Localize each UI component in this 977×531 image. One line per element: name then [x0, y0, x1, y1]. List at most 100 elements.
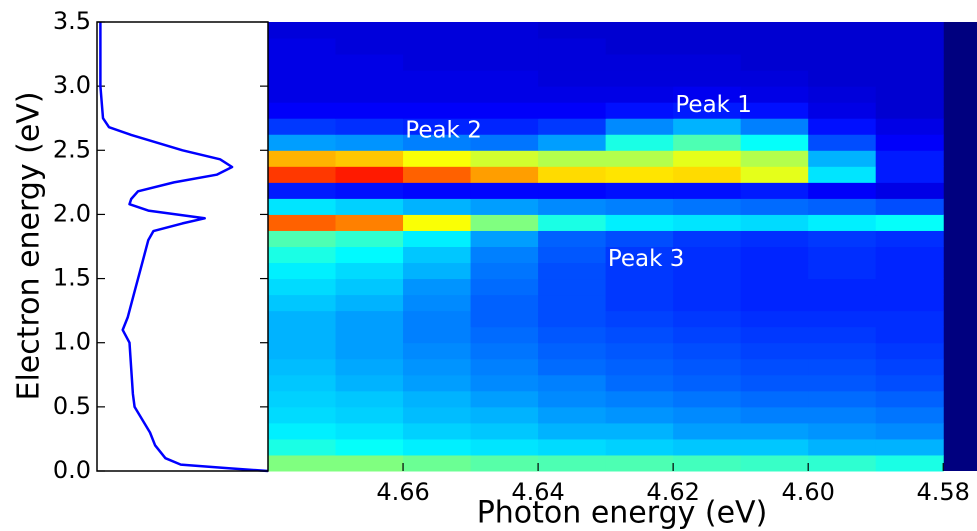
heatmap-cell: [740, 326, 809, 344]
heatmap-cell: [740, 262, 809, 280]
heatmap-cell: [740, 454, 809, 472]
heatmap-cell: [808, 166, 877, 183]
heatmap-cell: [673, 86, 742, 103]
heatmap-cell: [538, 166, 607, 183]
heatmap-cell: [673, 390, 742, 408]
heatmap-cell: [808, 454, 877, 472]
heatmap-cell: [268, 198, 337, 215]
heatmap-cell: [605, 86, 674, 103]
heatmap-cell: [808, 342, 877, 360]
heatmap-cell: [673, 214, 742, 231]
heatmap-cell: [673, 150, 742, 167]
heatmap-cell: [268, 342, 337, 360]
heatmap-cell: [335, 70, 404, 87]
heatmap-cell: [538, 390, 607, 408]
heatmap-cell: [605, 294, 674, 312]
heatmap-cell: [470, 390, 539, 408]
heatmap-cell: [875, 374, 944, 392]
heatmap-cell: [470, 86, 539, 103]
heatmap-cell: [470, 262, 539, 280]
heatmap-cell: [740, 358, 809, 376]
heatmap-cell: [538, 134, 607, 151]
heatmap-cell: [673, 374, 742, 392]
heatmap-cell: [268, 438, 337, 456]
heatmap-cell: [673, 70, 742, 87]
y-tick-label: 0.0: [53, 456, 91, 484]
heatmap-cell: [268, 22, 337, 39]
heatmap-cell: [875, 70, 944, 87]
heatmap-cell: [335, 342, 404, 360]
heatmap-cell: [808, 86, 877, 103]
heatmap-cell: [740, 422, 809, 440]
heatmap-cell: [538, 326, 607, 344]
heatmap-cell: [335, 326, 404, 344]
heatmap-cell: [740, 230, 809, 247]
heatmap-cell: [538, 246, 607, 264]
heatmap-cell: [673, 438, 742, 456]
heatmap-cell: [740, 70, 809, 87]
heatmap-cell: [875, 406, 944, 424]
heatmap-cell: [808, 134, 877, 151]
heatmap-cell: [335, 422, 404, 440]
heatmap-cell: [808, 310, 877, 328]
heatmap-cell: [740, 102, 809, 119]
heatmap-cell: [673, 294, 742, 312]
heatmap-cell: [403, 86, 472, 103]
heatmap-cell: [335, 166, 404, 183]
heatmap-cell: [538, 230, 607, 247]
heatmap-cell: [808, 102, 877, 119]
x-tick-label: 4.58: [917, 478, 970, 506]
heatmap-cell: [673, 54, 742, 71]
heatmap-cell: [470, 454, 539, 472]
heatmap-cell: [673, 246, 742, 264]
heatmap-cell: [605, 374, 674, 392]
heatmap-cell: [875, 102, 944, 119]
heatmap-cell: [673, 358, 742, 376]
heatmap-cell: [268, 262, 337, 280]
heatmap-cell: [740, 166, 809, 183]
heatmap-cell: [403, 166, 472, 183]
heatmap-cell: [673, 230, 742, 247]
heatmap-cell: [335, 278, 404, 296]
heatmap-cell: [605, 38, 674, 55]
annotation: Peak 1: [675, 92, 752, 118]
heatmap-cell: [808, 422, 877, 440]
heatmap-cell: [875, 422, 944, 440]
heatmap-cell: [403, 342, 472, 360]
heatmap-cell: [538, 198, 607, 215]
heatmap-cell: [875, 166, 944, 183]
heatmap-cell: [470, 294, 539, 312]
y-tick-label: 1.0: [53, 328, 91, 356]
heatmap-cell: [335, 246, 404, 264]
x-tick-label: 4.66: [376, 478, 429, 506]
heatmap-cell: [403, 262, 472, 280]
heatmap-cell: [470, 38, 539, 55]
heatmap-cell: [875, 310, 944, 328]
heatmap-cell: [673, 326, 742, 344]
heatmap-cell: [335, 406, 404, 424]
heatmap-cell: [673, 38, 742, 55]
heatmap-cell: [470, 214, 539, 231]
heatmap-cell: [808, 150, 877, 167]
heatmap-cell: [470, 198, 539, 215]
heatmap-cell: [403, 118, 472, 135]
heatmap-cell: [403, 246, 472, 264]
heatmap-cell: [740, 134, 809, 151]
heatmap-cell: [268, 166, 337, 183]
heatmap-cell: [403, 38, 472, 55]
heatmap-cell: [403, 454, 472, 472]
heatmap-cell: [403, 294, 472, 312]
heatmap-cell: [808, 38, 877, 55]
heatmap-cell: [875, 278, 944, 296]
y-tick-label: 1.5: [53, 264, 91, 292]
heatmap-cell: [470, 278, 539, 296]
heatmap-cell: [808, 294, 877, 312]
heatmap-cell: [740, 278, 809, 296]
heatmap-cell: [673, 262, 742, 280]
heatmap-cell: [605, 406, 674, 424]
heatmap-cell: [335, 454, 404, 472]
heatmap-cell: [740, 86, 809, 103]
annotation: Peak 3: [608, 246, 685, 272]
heatmap-cell: [268, 118, 337, 135]
heatmap-cell: [875, 134, 944, 151]
